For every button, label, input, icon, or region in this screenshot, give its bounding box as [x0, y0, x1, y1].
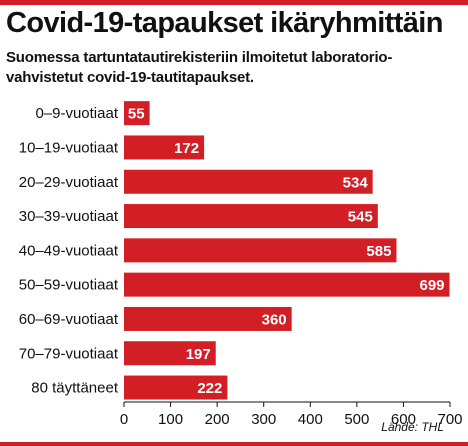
data-label: 222: [197, 380, 222, 397]
x-tick-label: 200: [205, 411, 230, 428]
bar: [124, 135, 205, 160]
data-label: 585: [366, 243, 391, 260]
chart-title: Covid-19-tapaukset ikäryhmittäin: [6, 7, 443, 39]
x-tick-label: 500: [344, 411, 369, 428]
bar: [124, 272, 450, 297]
bar: [124, 238, 397, 263]
category-label: 20–29-vuotiaat: [19, 174, 119, 191]
category-label: 50–59-vuotiaat: [19, 277, 119, 294]
x-tick-label: 100: [158, 411, 183, 428]
data-label: 545: [348, 209, 373, 226]
bar: [124, 204, 378, 229]
bar: [124, 169, 373, 194]
data-label: 360: [262, 311, 287, 328]
category-label: 40–49-vuotiaat: [19, 242, 119, 259]
data-label: 197: [186, 346, 211, 363]
x-tick-label: 300: [251, 411, 276, 428]
source-note: Lähde: THL: [381, 420, 444, 434]
data-label: 699: [420, 277, 445, 294]
data-label: 172: [174, 140, 199, 157]
category-label: 60–69-vuotiaat: [19, 311, 119, 328]
data-label: 55: [128, 106, 145, 123]
category-label: 80 täyttäneet: [31, 380, 119, 397]
bar: [124, 375, 228, 400]
chart-subtitle: Suomessa tartuntatautirekisteriin ilmoit…: [6, 49, 393, 86]
bar: [124, 306, 292, 331]
category-label: 0–9-vuotiaat: [35, 105, 118, 122]
x-tick-label: 400: [298, 411, 323, 428]
x-tick-label: 700: [437, 411, 462, 428]
category-label: 10–19-vuotiaat: [19, 139, 119, 156]
category-label: 30–39-vuotiaat: [19, 208, 119, 225]
data-label: 534: [343, 174, 369, 191]
bottom-accent-rule: [0, 442, 468, 446]
x-tick-label: 600: [391, 411, 416, 428]
x-tick-label: 0: [120, 411, 128, 428]
bar: [124, 341, 216, 366]
top-accent-rule: [0, 0, 468, 5]
bar: [124, 101, 150, 126]
category-label: 70–79-vuotiaat: [19, 345, 119, 362]
